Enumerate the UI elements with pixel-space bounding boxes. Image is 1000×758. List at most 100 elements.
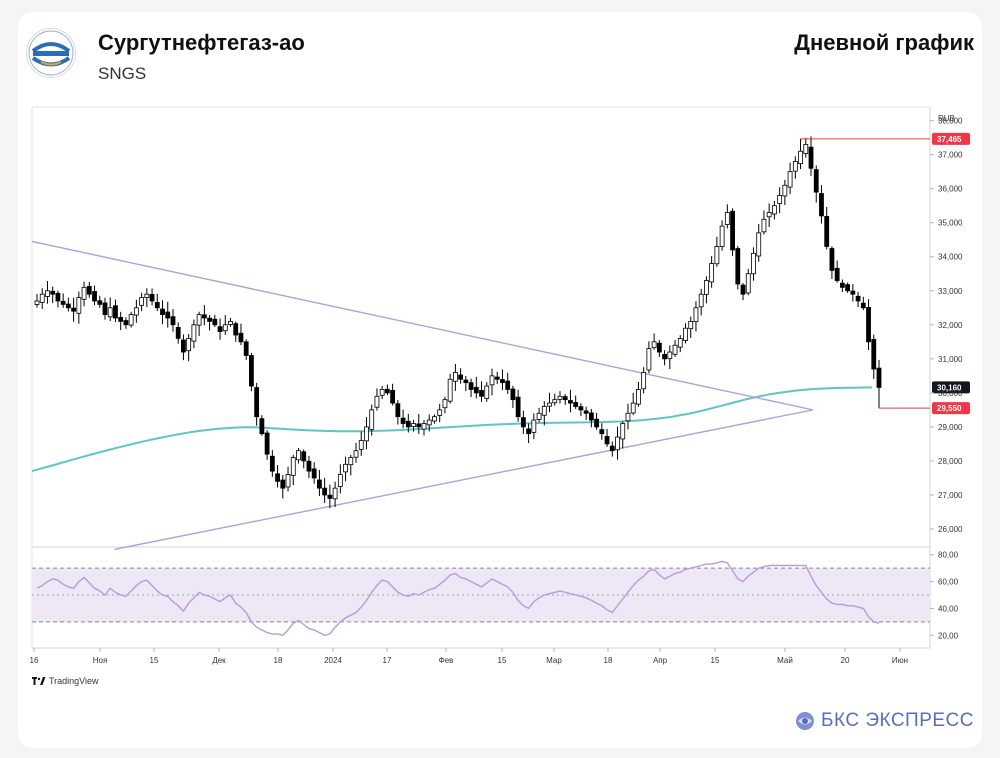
candle-body [249, 355, 254, 387]
candle-body [217, 326, 223, 333]
tradingview-label: TradingView [49, 676, 99, 686]
candle-body [505, 380, 511, 390]
candle-body [541, 406, 547, 416]
candle-body [175, 326, 181, 339]
candle-body [343, 463, 348, 473]
candle-body [39, 293, 45, 303]
candle-body [364, 426, 369, 442]
candle-body [458, 374, 464, 380]
candle-body [301, 451, 307, 462]
candle-body [704, 280, 709, 295]
logo-emblem [28, 30, 74, 76]
candle-body [552, 399, 558, 404]
candle-body [447, 378, 453, 402]
candle-body [186, 338, 192, 352]
candle-body [547, 402, 552, 407]
candle-body [651, 341, 657, 349]
candle-body [845, 284, 851, 292]
company-logo [26, 28, 76, 78]
candle-body [698, 293, 704, 308]
price-tick-label: 28,000 [938, 457, 963, 466]
candle-body [201, 314, 207, 319]
candle-body [426, 419, 432, 426]
price-tick-label: 36,000 [938, 185, 963, 194]
candle-body [463, 379, 469, 384]
candle-body [311, 468, 317, 479]
candle-body [772, 205, 777, 215]
candle-body [400, 417, 406, 424]
candle-body [667, 351, 673, 360]
last-price-tag [932, 381, 970, 394]
candle-body [107, 307, 113, 318]
candle-body [819, 193, 824, 217]
rsi-tick-label: 60,00 [938, 578, 959, 587]
candle-body [384, 388, 390, 394]
candle-body [228, 320, 233, 325]
time-tick-label: Апр [653, 656, 668, 665]
brand-mark: БКС ЭКСПРЕСС [795, 710, 974, 732]
candle-body [60, 300, 66, 305]
candle-body [452, 372, 458, 382]
candle-body [536, 412, 542, 420]
candle-body [290, 457, 296, 476]
candle-body [411, 423, 416, 427]
candle-body [871, 338, 877, 370]
candle-body [243, 341, 249, 356]
candle-body [86, 286, 92, 295]
candle-body [238, 332, 244, 343]
time-tick-label: 17 [383, 656, 392, 665]
candle-body [751, 252, 756, 275]
low-price-tag [932, 402, 970, 415]
candle-body [839, 282, 845, 288]
candle-body [45, 290, 50, 297]
candle-body [207, 317, 212, 322]
candle-body [233, 323, 239, 336]
candle-body [688, 320, 694, 330]
candle-body [573, 402, 579, 407]
moving-average-line [31, 386, 873, 473]
candle-body [468, 382, 474, 390]
candle-body [876, 367, 882, 388]
last-price-label: 30,160 [937, 383, 962, 392]
candle-body [630, 402, 636, 414]
candle-body [824, 216, 830, 247]
candle-body [604, 436, 610, 445]
candle-body [34, 300, 40, 305]
candle-body [322, 487, 328, 496]
candle-body [510, 388, 516, 401]
candle-body [128, 314, 134, 326]
candle-body [740, 284, 746, 295]
time-tick-label: Фев [439, 656, 454, 665]
price-tick-label: 37,000 [938, 151, 963, 160]
candle-body [416, 423, 422, 428]
candle-body [395, 403, 401, 418]
candle-body [275, 473, 280, 482]
candle-body [730, 210, 735, 251]
candle-body [860, 302, 866, 309]
candle-body [92, 291, 97, 302]
candle-body [432, 416, 437, 422]
candle-body [442, 399, 448, 409]
company-ticker: SNGS [98, 64, 147, 83]
candle-body [280, 479, 286, 489]
candle-body [641, 372, 647, 390]
candle-body [646, 348, 652, 371]
brand-label: БКС ЭКСПРЕСС [821, 710, 974, 731]
company-name: Сургутнефтегаз-ао [98, 30, 305, 55]
candle-body [855, 295, 861, 302]
candle-body [515, 396, 521, 418]
price-tick-label: 38,000 [938, 117, 963, 126]
candle-body [306, 460, 312, 472]
candle-body [139, 297, 144, 306]
time-tick-label: Мар [546, 656, 562, 665]
candle-body [118, 317, 124, 322]
candle-body [165, 311, 171, 319]
candle-body [473, 386, 479, 394]
candle-body [609, 445, 615, 452]
rsi-tick-label: 20,00 [938, 631, 959, 640]
candle-body [149, 294, 155, 302]
candle-body [782, 184, 788, 197]
candle-body [222, 324, 228, 332]
candle-body [500, 379, 505, 384]
